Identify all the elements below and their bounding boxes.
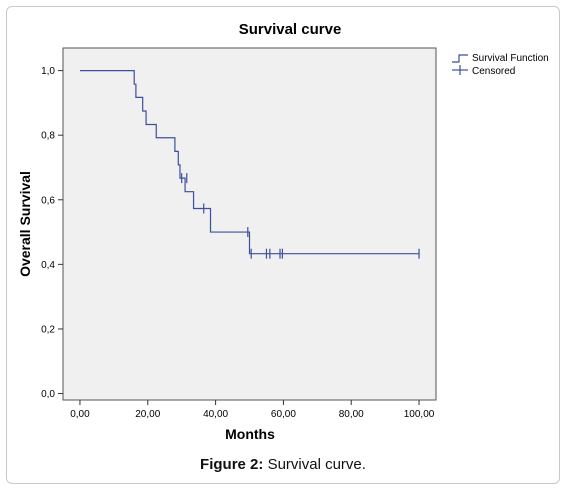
caption-label: Figure 2: — [200, 456, 264, 473]
y-tick-label: 0,6 — [41, 195, 55, 206]
censor-marks — [181, 173, 420, 259]
chart-title: Survival curve — [239, 21, 342, 38]
x-axis: 0,00 20,00 40,00 60,00 80,00 100,00 — [70, 400, 435, 420]
x-axis-label: Months — [225, 426, 275, 442]
y-tick-label: 1,0 — [41, 66, 55, 77]
x-tick-label: 0,00 — [70, 409, 90, 420]
series-layer — [79, 70, 420, 255]
legend: Survival Function Censored — [452, 53, 549, 77]
x-tick-label: 60,00 — [271, 409, 296, 420]
figure-caption: Figure 2: Survival curve. — [0, 456, 566, 473]
x-tick-label: 40,00 — [203, 409, 228, 420]
x-tick-label: 100,00 — [404, 409, 435, 420]
x-tick-label: 20,00 — [135, 409, 160, 420]
y-tick-label: 0,0 — [41, 389, 55, 400]
legend-survival-symbol — [452, 54, 468, 63]
survival-function-line — [79, 70, 420, 255]
caption-text: Survival curve. — [267, 456, 366, 473]
y-tick-label: 0,4 — [41, 260, 55, 271]
legend-survival-label: Survival Function — [472, 53, 549, 64]
y-tick-label: 0,8 — [41, 131, 55, 142]
plot-area — [62, 47, 437, 401]
y-tick-label: 0,2 — [41, 324, 55, 335]
y-axis-label: Overall Survival — [17, 171, 33, 277]
y-axis: 0,0 0,2 0,4 0,6 0,8 1,0 — [41, 66, 63, 400]
x-tick-label: 80,00 — [339, 409, 364, 420]
legend-censored-label: Censored — [472, 66, 515, 77]
